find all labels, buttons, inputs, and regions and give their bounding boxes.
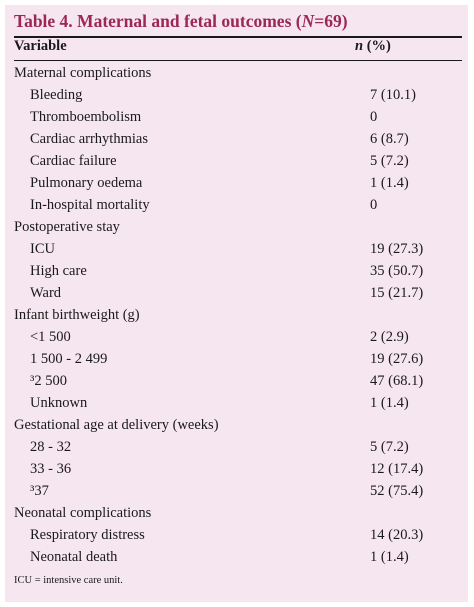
- table-title: Table 4. Maternal and fetal outcomes (N=…: [14, 11, 348, 31]
- row-label: 33 - 36: [30, 461, 72, 477]
- row-value: 1 (1.4): [370, 175, 409, 191]
- row-label: In-hospital mortality: [30, 197, 150, 213]
- table-row: Cardiac arrhythmias 6 (8.7): [5, 128, 468, 150]
- row-label: Ward: [30, 285, 62, 301]
- row-label: <1 500: [30, 329, 71, 345]
- row-value: 1 (1.4): [370, 549, 409, 565]
- row-label: Unknown: [30, 395, 88, 411]
- table-row: Bleeding 7 (10.1): [5, 84, 468, 106]
- group-row: Gestational age at delivery (weeks): [5, 414, 468, 436]
- row-value: 15 (21.7): [370, 285, 424, 301]
- group-label: Gestational age at delivery (weeks): [14, 417, 219, 433]
- row-label: ICU: [30, 241, 55, 257]
- row-label: Neonatal death: [30, 549, 118, 565]
- row-label: Pulmonary oedema: [30, 175, 143, 191]
- row-value: 5 (7.2): [370, 439, 409, 455]
- table-row: High care 35 (50.7): [5, 260, 468, 282]
- column-header-variable: Variable: [14, 38, 67, 54]
- row-label: High care: [30, 263, 87, 279]
- table-footnote: ICU = intensive care unit.: [14, 575, 123, 586]
- row-value: 14 (20.3): [370, 527, 424, 543]
- table-row: 28 - 32 5 (7.2): [5, 436, 468, 458]
- row-value: 35 (50.7): [370, 263, 424, 279]
- group-label: Neonatal complications: [14, 505, 152, 521]
- table-row: Pulmonary oedema 1 (1.4): [5, 172, 468, 194]
- group-row: Postoperative stay: [5, 216, 468, 238]
- row-value: 0: [370, 197, 378, 213]
- group-row: Maternal complications: [5, 62, 468, 84]
- table-row: ³2 500 47 (68.1): [5, 370, 468, 392]
- column-header-n: n (%): [355, 38, 391, 54]
- row-value: 5 (7.2): [370, 153, 409, 169]
- row-label: 28 - 32: [30, 439, 72, 455]
- table-row: <1 500 2 (2.9): [5, 326, 468, 348]
- table-panel: Table 4. Maternal and fetal outcomes (N=…: [5, 5, 468, 602]
- row-label: ³37: [30, 483, 49, 499]
- row-value: 2 (2.9): [370, 329, 409, 345]
- row-value: 7 (10.1): [370, 87, 416, 103]
- row-value: 19 (27.6): [370, 351, 424, 367]
- group-label: Postoperative stay: [14, 219, 120, 235]
- row-label: Bleeding: [30, 87, 83, 103]
- table-row: 1 500 - 2 499 19 (27.6): [5, 348, 468, 370]
- row-value: 0: [370, 109, 378, 125]
- row-label: 1 500 - 2 499: [30, 351, 108, 367]
- table-row: In-hospital mortality 0: [5, 194, 468, 216]
- table-row: Ward 15 (21.7): [5, 282, 468, 304]
- row-value: 52 (75.4): [370, 483, 424, 499]
- row-value: 6 (8.7): [370, 131, 409, 147]
- group-label: Maternal complications: [14, 65, 152, 81]
- table-row: 33 - 36 12 (17.4): [5, 458, 468, 480]
- row-label: Cardiac failure: [30, 153, 117, 169]
- row-value: 1 (1.4): [370, 395, 409, 411]
- row-label: Thromboembolism: [30, 109, 142, 125]
- row-label: ³2 500: [30, 373, 67, 389]
- row-value: 19 (27.3): [370, 241, 424, 257]
- row-label: Cardiac arrhythmias: [30, 131, 148, 147]
- table-row: Cardiac failure 5 (7.2): [5, 150, 468, 172]
- table-row: Respiratory distress 14 (20.3): [5, 524, 468, 546]
- row-label: Respiratory distress: [30, 527, 145, 543]
- group-row: Infant birthweight (g): [5, 304, 468, 326]
- table-row: ³37 52 (75.4): [5, 480, 468, 502]
- table-row: Neonatal death 1 (1.4): [5, 546, 468, 568]
- table-row: ICU 19 (27.3): [5, 238, 468, 260]
- table-row: Thromboembolism 0: [5, 106, 468, 128]
- row-value: 12 (17.4): [370, 461, 424, 477]
- header-bottom-rule: [14, 60, 462, 61]
- table-row: Unknown 1 (1.4): [5, 392, 468, 414]
- group-row: Neonatal complications: [5, 502, 468, 524]
- row-value: 47 (68.1): [370, 373, 424, 389]
- group-label: Infant birthweight (g): [14, 307, 140, 323]
- header-top-rule: [14, 36, 462, 38]
